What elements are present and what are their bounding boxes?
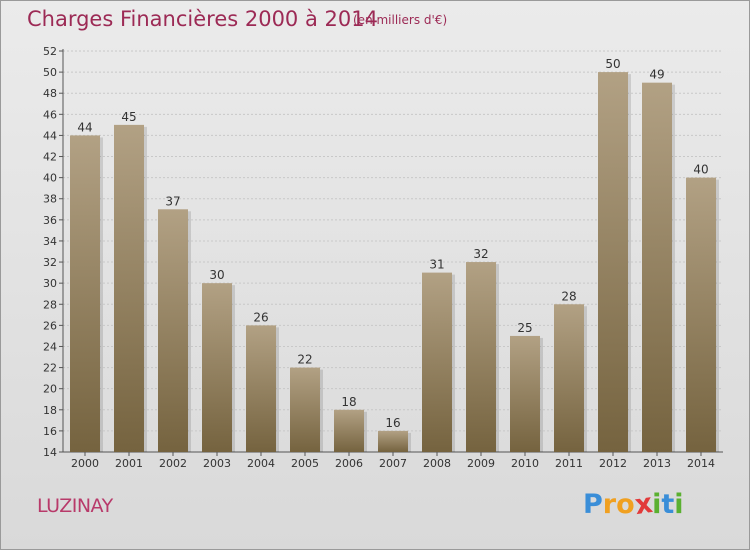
bar [202, 283, 232, 452]
data-label: 31 [429, 258, 444, 272]
x-tick-label: 2013 [643, 457, 671, 470]
logo-letter: o [616, 489, 635, 520]
bar [158, 209, 188, 452]
data-label: 49 [649, 68, 664, 82]
x-tick-label: 2001 [115, 457, 143, 470]
axes: 14 16 18 20 22 24 26 28 30 32 34 36 38 40 42 44 46 48 50 52… [43, 45, 723, 470]
y-tick-label: 18 [43, 404, 57, 417]
bar [378, 430, 408, 452]
logo-letter: P [583, 489, 603, 520]
x-tick-label: 2002 [159, 457, 187, 470]
y-tick-label: 50 [43, 66, 57, 79]
y-tick-label: 26 [43, 319, 57, 332]
bars [70, 72, 719, 453]
y-tick-label: 38 [43, 193, 57, 206]
y-tick-label: 48 [43, 87, 57, 100]
bar [642, 82, 672, 452]
data-label: 26 [253, 310, 268, 324]
y-tick-label: 16 [43, 425, 57, 438]
x-tick-label: 2003 [203, 457, 231, 470]
bar [70, 135, 100, 452]
data-labels: 44 45 37 30 26 22 18 16 31 32 25 28 50 49 40 [77, 57, 708, 430]
y-tick-label: 32 [43, 256, 57, 269]
x-tick-label: 2005 [291, 457, 319, 470]
bar [510, 335, 540, 452]
x-tick-label: 2012 [599, 457, 627, 470]
logo-letter: r [602, 489, 617, 520]
proxiti-logo[interactable]: Proxiti [583, 487, 684, 522]
y-tick-label: 22 [43, 362, 57, 375]
y-tick-label: 44 [43, 129, 57, 142]
y-tick-label: 28 [43, 298, 57, 311]
data-label: 40 [693, 163, 708, 177]
x-tick-label: 2011 [555, 457, 583, 470]
place-name: LUZINAY [37, 495, 113, 517]
data-label: 37 [165, 194, 180, 208]
y-tick-label: 34 [43, 235, 57, 248]
x-tick-label: 2008 [423, 457, 451, 470]
data-label: 18 [341, 395, 356, 409]
y-tick-label: 52 [43, 45, 57, 58]
y-tick-label: 40 [43, 172, 57, 185]
y-tick-label: 46 [43, 108, 57, 121]
bar [290, 367, 320, 452]
data-label: 32 [473, 247, 488, 261]
y-tick-label: 36 [43, 214, 57, 227]
x-tick-label: 2004 [247, 457, 275, 470]
logo-letter: i [652, 489, 662, 520]
data-label: 44 [77, 120, 92, 134]
logo-letter: x [632, 487, 655, 522]
y-tick-label: 14 [43, 446, 57, 459]
x-tick-label: 2007 [379, 457, 407, 470]
logo-letter: i [674, 489, 684, 520]
chart-title: Charges Financières 2000 à 2014 [27, 7, 378, 31]
x-tick-label: 2006 [335, 457, 363, 470]
y-tick-label: 30 [43, 277, 57, 290]
bar [598, 72, 628, 453]
x-tick-label: 2014 [687, 457, 715, 470]
bar [422, 272, 452, 452]
data-label: 25 [517, 321, 532, 335]
y-tick-label: 42 [43, 151, 57, 164]
bar [554, 304, 584, 452]
y-tick-label: 24 [43, 340, 57, 353]
bar [334, 409, 364, 452]
data-label: 16 [385, 416, 400, 430]
data-label: 30 [209, 268, 224, 282]
bar [686, 177, 716, 452]
x-tick-label: 2010 [511, 457, 539, 470]
data-label: 45 [121, 110, 136, 124]
bar [114, 124, 144, 453]
bar [466, 262, 496, 452]
x-tick-label: 2000 [71, 457, 99, 470]
data-label: 50 [605, 57, 620, 71]
x-tick-label: 2009 [467, 457, 495, 470]
chart-subtitle: (en milliers d'€) [353, 13, 448, 27]
logo-letter: t [661, 489, 675, 520]
data-label: 28 [561, 289, 576, 303]
data-label: 22 [297, 353, 312, 367]
y-tick-label: 20 [43, 383, 57, 396]
bar [246, 325, 276, 452]
